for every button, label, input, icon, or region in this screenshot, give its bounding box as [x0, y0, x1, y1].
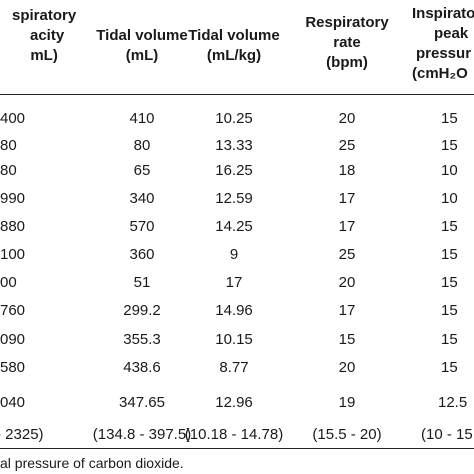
table-cell: 355.3: [123, 331, 161, 348]
table-cell: 80: [0, 162, 17, 179]
summary-range-cell: - 2325): [0, 426, 44, 443]
header-rule: [0, 94, 474, 95]
footer-rule: [0, 448, 474, 449]
table-cell: 17: [225, 274, 243, 291]
table-cell: 19: [338, 394, 356, 411]
table-cell: 340: [129, 190, 155, 207]
table-cell: 15: [441, 110, 458, 127]
table-cell: 25: [338, 137, 356, 154]
table-cell: 299.2: [123, 302, 161, 319]
table-cell: 14.96: [215, 302, 253, 319]
table-cell: 15: [441, 218, 458, 235]
table-cell: 100: [0, 246, 26, 263]
summary-range-cell: (10.18 - 14.78): [184, 426, 284, 443]
header-tidal-volume-ml: Tidal volume (mL): [96, 27, 188, 64]
summary-range-cell: (134.8 - 397.5): [92, 426, 192, 443]
table-cell: 20: [338, 274, 356, 291]
table-cell: 15: [441, 302, 458, 319]
table-cell: 12.5: [438, 394, 468, 411]
summary-range-cell: (15.5 - 20): [312, 426, 382, 443]
table-cell: 18: [338, 162, 356, 179]
table-cell: 12.96: [215, 394, 253, 411]
table-cell: 17: [338, 302, 356, 319]
table-cell: 20: [338, 110, 356, 127]
table-cell: 410: [129, 110, 155, 127]
table-cell: 438.6: [123, 359, 161, 376]
table-cell: 9: [229, 246, 239, 263]
table-cell: 090: [0, 331, 26, 348]
table-cell: 347.65: [119, 394, 165, 411]
table-cell: 040: [0, 394, 26, 411]
table-cell: 17: [338, 218, 356, 235]
table-cell: 580: [0, 359, 26, 376]
table-cell: 8.77: [219, 359, 249, 376]
header-tidal-volume-mlkg: Tidal volume (mL/kg): [188, 27, 280, 64]
table-cell: 15: [441, 137, 458, 154]
header-inspiratory-capacity: spiratory acity mL): [12, 7, 77, 64]
table-cell: 10: [441, 162, 458, 179]
table-cell: 15: [441, 246, 458, 263]
table-cell: 15: [441, 331, 458, 348]
table-cell: 760: [0, 302, 26, 319]
table-cell: 15: [441, 274, 458, 291]
table-cell: 10: [441, 190, 458, 207]
table-cell: 00: [0, 274, 17, 291]
table-cell: 25: [338, 246, 356, 263]
table-cell: 880: [0, 218, 26, 235]
table-cell: 15: [338, 331, 356, 348]
footnote: al pressure of carbon dioxide.: [0, 455, 184, 471]
header-respiratory-rate: Respiratory rate (bpm): [305, 14, 389, 71]
table-cell: 570: [129, 218, 155, 235]
table-cell: 51: [133, 274, 151, 291]
table-cell: 20: [338, 359, 356, 376]
table-cell: 10.15: [215, 331, 253, 348]
table-cell: 80: [133, 137, 151, 154]
table-cell: 14.25: [215, 218, 253, 235]
table-cell: 990: [0, 190, 26, 207]
table-cell: 16.25: [215, 162, 253, 179]
table-cell: 13.33: [215, 137, 253, 154]
table-cell: 17: [338, 190, 356, 207]
table-cell: 360: [129, 246, 155, 263]
summary-range-cell: (10 - 15: [421, 426, 473, 443]
header-inspiratory-peak-pressure: Inspirato peak pressur (cmH₂O: [412, 5, 474, 82]
table-cell: 10.25: [215, 110, 253, 127]
table-cell: 65: [133, 162, 151, 179]
table-cell: 12.59: [215, 190, 253, 207]
table-cell: 15: [441, 359, 458, 376]
table-cell: 400: [0, 110, 26, 127]
table-cell: 80: [0, 137, 17, 154]
